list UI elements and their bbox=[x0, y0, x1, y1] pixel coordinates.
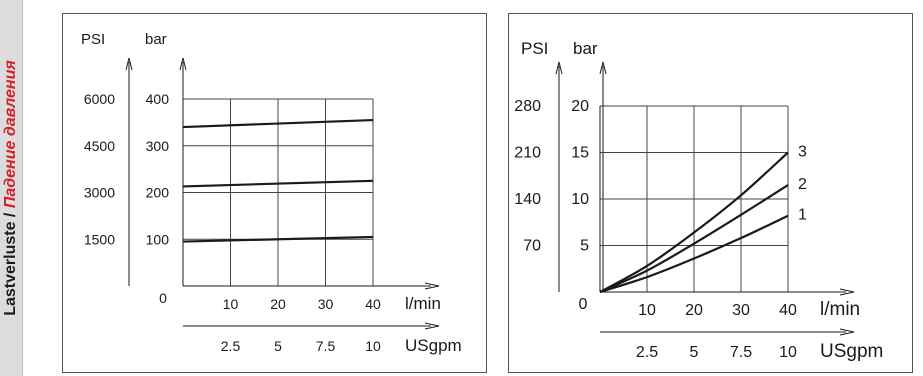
bar-axis-title: bar bbox=[145, 31, 167, 48]
bar-axis-arrow bbox=[599, 61, 607, 75]
psi-axis-arrow bbox=[555, 61, 563, 75]
psi-tick-label: 6000 bbox=[84, 91, 115, 107]
bar-tick-label: 20 bbox=[571, 98, 589, 115]
series-line-2 bbox=[599, 184, 789, 294]
bar-axis-title: bar bbox=[573, 39, 598, 58]
lmin-tick-label: 40 bbox=[779, 302, 797, 319]
usgpm-tick-label: 2.5 bbox=[636, 344, 658, 361]
usgpm-tick-label: 10 bbox=[779, 344, 797, 361]
lmin-axis-label: l/min bbox=[820, 299, 860, 320]
lmin-tick-label: 10 bbox=[638, 302, 656, 319]
psi-axis-arrow bbox=[125, 57, 133, 71]
usgpm-tick-label: 2.5 bbox=[221, 338, 241, 354]
sidebar-title-separator: / bbox=[2, 212, 19, 218]
psi-tick-label: 4500 bbox=[84, 138, 115, 154]
lmin-tick-label: 20 bbox=[270, 296, 286, 312]
usgpm-tick-label: 7.5 bbox=[316, 338, 336, 354]
bar-tick-label: 100 bbox=[146, 231, 170, 247]
series-line-3 bbox=[182, 118, 374, 129]
sidebar-title-ru: Падение давления bbox=[2, 60, 19, 209]
usgpm-axis-label: USgpm bbox=[820, 341, 883, 362]
bar-tick-label: 10 bbox=[571, 191, 589, 208]
origin-label: 0 bbox=[579, 296, 588, 313]
lmin-tick-label: 30 bbox=[732, 302, 750, 319]
series-line-2 bbox=[182, 179, 374, 188]
psi-tick-label: 1500 bbox=[84, 231, 115, 247]
lmin-tick-label: 40 bbox=[365, 296, 381, 312]
usgpm-tick-label: 5 bbox=[274, 338, 282, 354]
usgpm-axis-arrow bbox=[424, 322, 440, 330]
psi-tick-label: 70 bbox=[523, 238, 541, 255]
bar-tick-label: 200 bbox=[146, 185, 170, 201]
series-line-1 bbox=[182, 235, 374, 243]
sidebar-title-de: Lastverluste bbox=[2, 221, 19, 316]
lmin-axis-label: l/min bbox=[405, 294, 441, 313]
series-label: 2 bbox=[798, 176, 807, 193]
chart-left: PSI bar 100 200 300 400 1500 3000 4500 6000 0 10 20 3… bbox=[81, 31, 462, 355]
series-line-1 bbox=[599, 214, 789, 294]
usgpm-tick-label: 10 bbox=[365, 338, 381, 354]
psi-tick-label: 280 bbox=[514, 98, 541, 115]
series-line-3 bbox=[599, 151, 789, 293]
lmin-axis-arrow bbox=[839, 288, 855, 296]
usgpm-axis-label: USgpm bbox=[405, 336, 462, 355]
sidebar-title: Lastverluste / Падение давления bbox=[2, 60, 20, 316]
psi-axis-title: PSI bbox=[81, 31, 105, 48]
lmin-tick-label: 10 bbox=[223, 296, 239, 312]
psi-axis-title: PSI bbox=[521, 39, 548, 58]
bar-tick-label: 300 bbox=[146, 138, 170, 154]
usgpm-tick-label: 5 bbox=[690, 344, 699, 361]
chart-panel-left: PSI bar 100 200 300 400 1500 3000 4500 6000 0 10 20 3… bbox=[62, 13, 487, 373]
bar-tick-label: 400 bbox=[146, 91, 170, 107]
sidebar-label-strip: Lastverluste / Падение давления bbox=[0, 0, 23, 376]
usgpm-tick-label: 7.5 bbox=[730, 344, 752, 361]
usgpm-axis-arrow bbox=[839, 328, 855, 336]
bar-tick-label: 5 bbox=[580, 238, 589, 255]
psi-tick-label: 140 bbox=[514, 191, 541, 208]
chart-panel-right: PSI bar 5 10 15 20 70 140 210 280 0 10 20 30 40 l/min 2.… bbox=[508, 13, 913, 373]
series-label: 3 bbox=[798, 144, 807, 161]
bar-axis-arrow bbox=[179, 57, 187, 71]
lmin-tick-label: 20 bbox=[685, 302, 703, 319]
lmin-axis-arrow bbox=[424, 282, 440, 290]
psi-tick-label: 210 bbox=[514, 145, 541, 162]
bar-tick-label: 15 bbox=[571, 145, 589, 162]
series-label: 1 bbox=[798, 207, 807, 224]
origin-label: 0 bbox=[159, 290, 167, 306]
lmin-tick-label: 30 bbox=[318, 296, 334, 312]
psi-tick-label: 3000 bbox=[84, 185, 115, 201]
